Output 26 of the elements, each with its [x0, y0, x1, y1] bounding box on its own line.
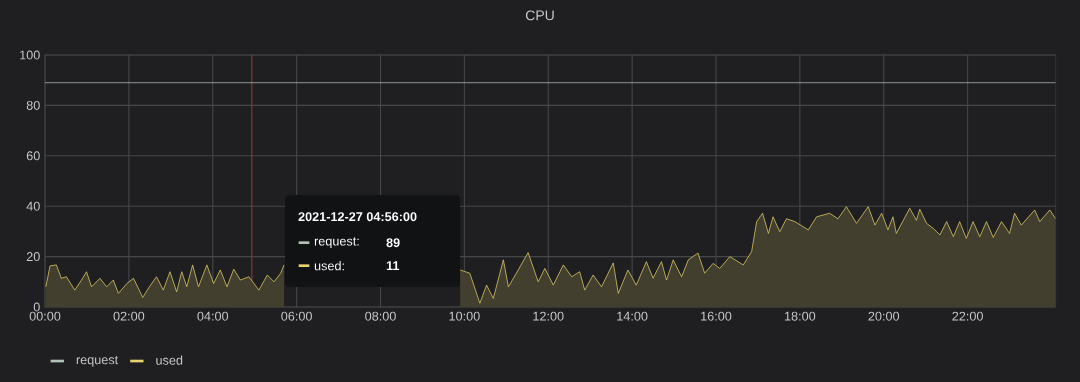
x-tick-label: 10:00 [449, 311, 480, 321]
annotation: 89 [386, 238, 400, 248]
x-tick-label: 22:00 [952, 311, 983, 321]
x-tick-label: 04:00 [197, 311, 229, 321]
annotation: request: [314, 237, 359, 249]
y-tick-label: 100 [20, 50, 40, 60]
y-tick-label: 20 [26, 252, 40, 262]
y-tick-label: 60 [26, 151, 40, 161]
chart-title: CPU [525, 10, 554, 21]
annotation: used: [314, 261, 344, 271]
x-tick-label: 06:00 [281, 311, 312, 321]
legend-label: used [156, 355, 183, 365]
x-tick-label: 12:00 [533, 311, 564, 321]
x-tick-label: 00:00 [29, 311, 61, 321]
x-tick-label: 02:00 [113, 311, 145, 321]
annotation: 2021-12-27 04:56:00 [298, 212, 417, 222]
legend-label: request [76, 355, 119, 367]
annotation: 11 [386, 261, 400, 271]
x-tick-label: 16:00 [701, 311, 732, 321]
y-tick-label: 40 [26, 201, 40, 211]
x-tick-label: 20:00 [868, 311, 900, 321]
x-tick-label: 18:00 [784, 311, 816, 321]
y-tick-label: 80 [26, 100, 40, 110]
x-tick-label: 14:00 [617, 311, 648, 321]
x-tick-label: 08:00 [365, 311, 396, 321]
y-tick-label: 0 [33, 302, 40, 312]
